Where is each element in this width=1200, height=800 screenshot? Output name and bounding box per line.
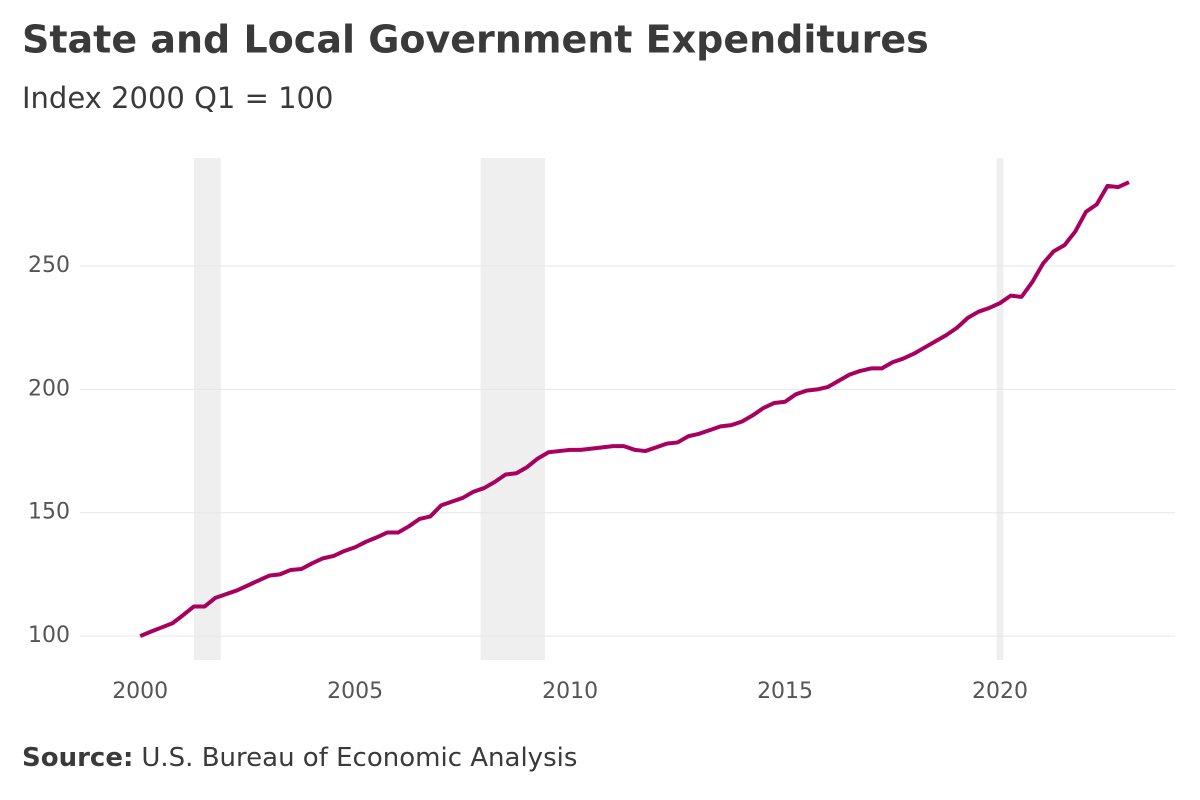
x-tick-label: 2000 [112, 679, 168, 704]
x-tick-label: 2005 [327, 679, 383, 704]
y-tick-label: 100 [28, 623, 70, 648]
x-tick-label: 2010 [542, 679, 598, 704]
line [139, 180, 1130, 638]
recession-band [996, 158, 1004, 660]
x-tick-label: 2020 [972, 679, 1028, 704]
plot: 100 150 200 250 2000 2005 2010 2015 2020 [28, 158, 1175, 704]
y-tick-label: 200 [28, 376, 70, 401]
chart-title: State and Local Government Expenditures [22, 18, 929, 62]
y-tick-label: 150 [28, 500, 70, 525]
x-tick-label: 2015 [757, 679, 813, 704]
chart-subtitle: Index 2000 Q1 = 100 [22, 81, 333, 115]
source-label: Source: [22, 743, 133, 773]
y-tick-label: 250 [28, 253, 70, 278]
source: Source: U.S. Bureau of Economic Analysis [22, 743, 577, 773]
recession-band [480, 158, 546, 660]
recession-band [193, 158, 221, 660]
source-text: U.S. Bureau of Economic Analysis [141, 743, 577, 773]
